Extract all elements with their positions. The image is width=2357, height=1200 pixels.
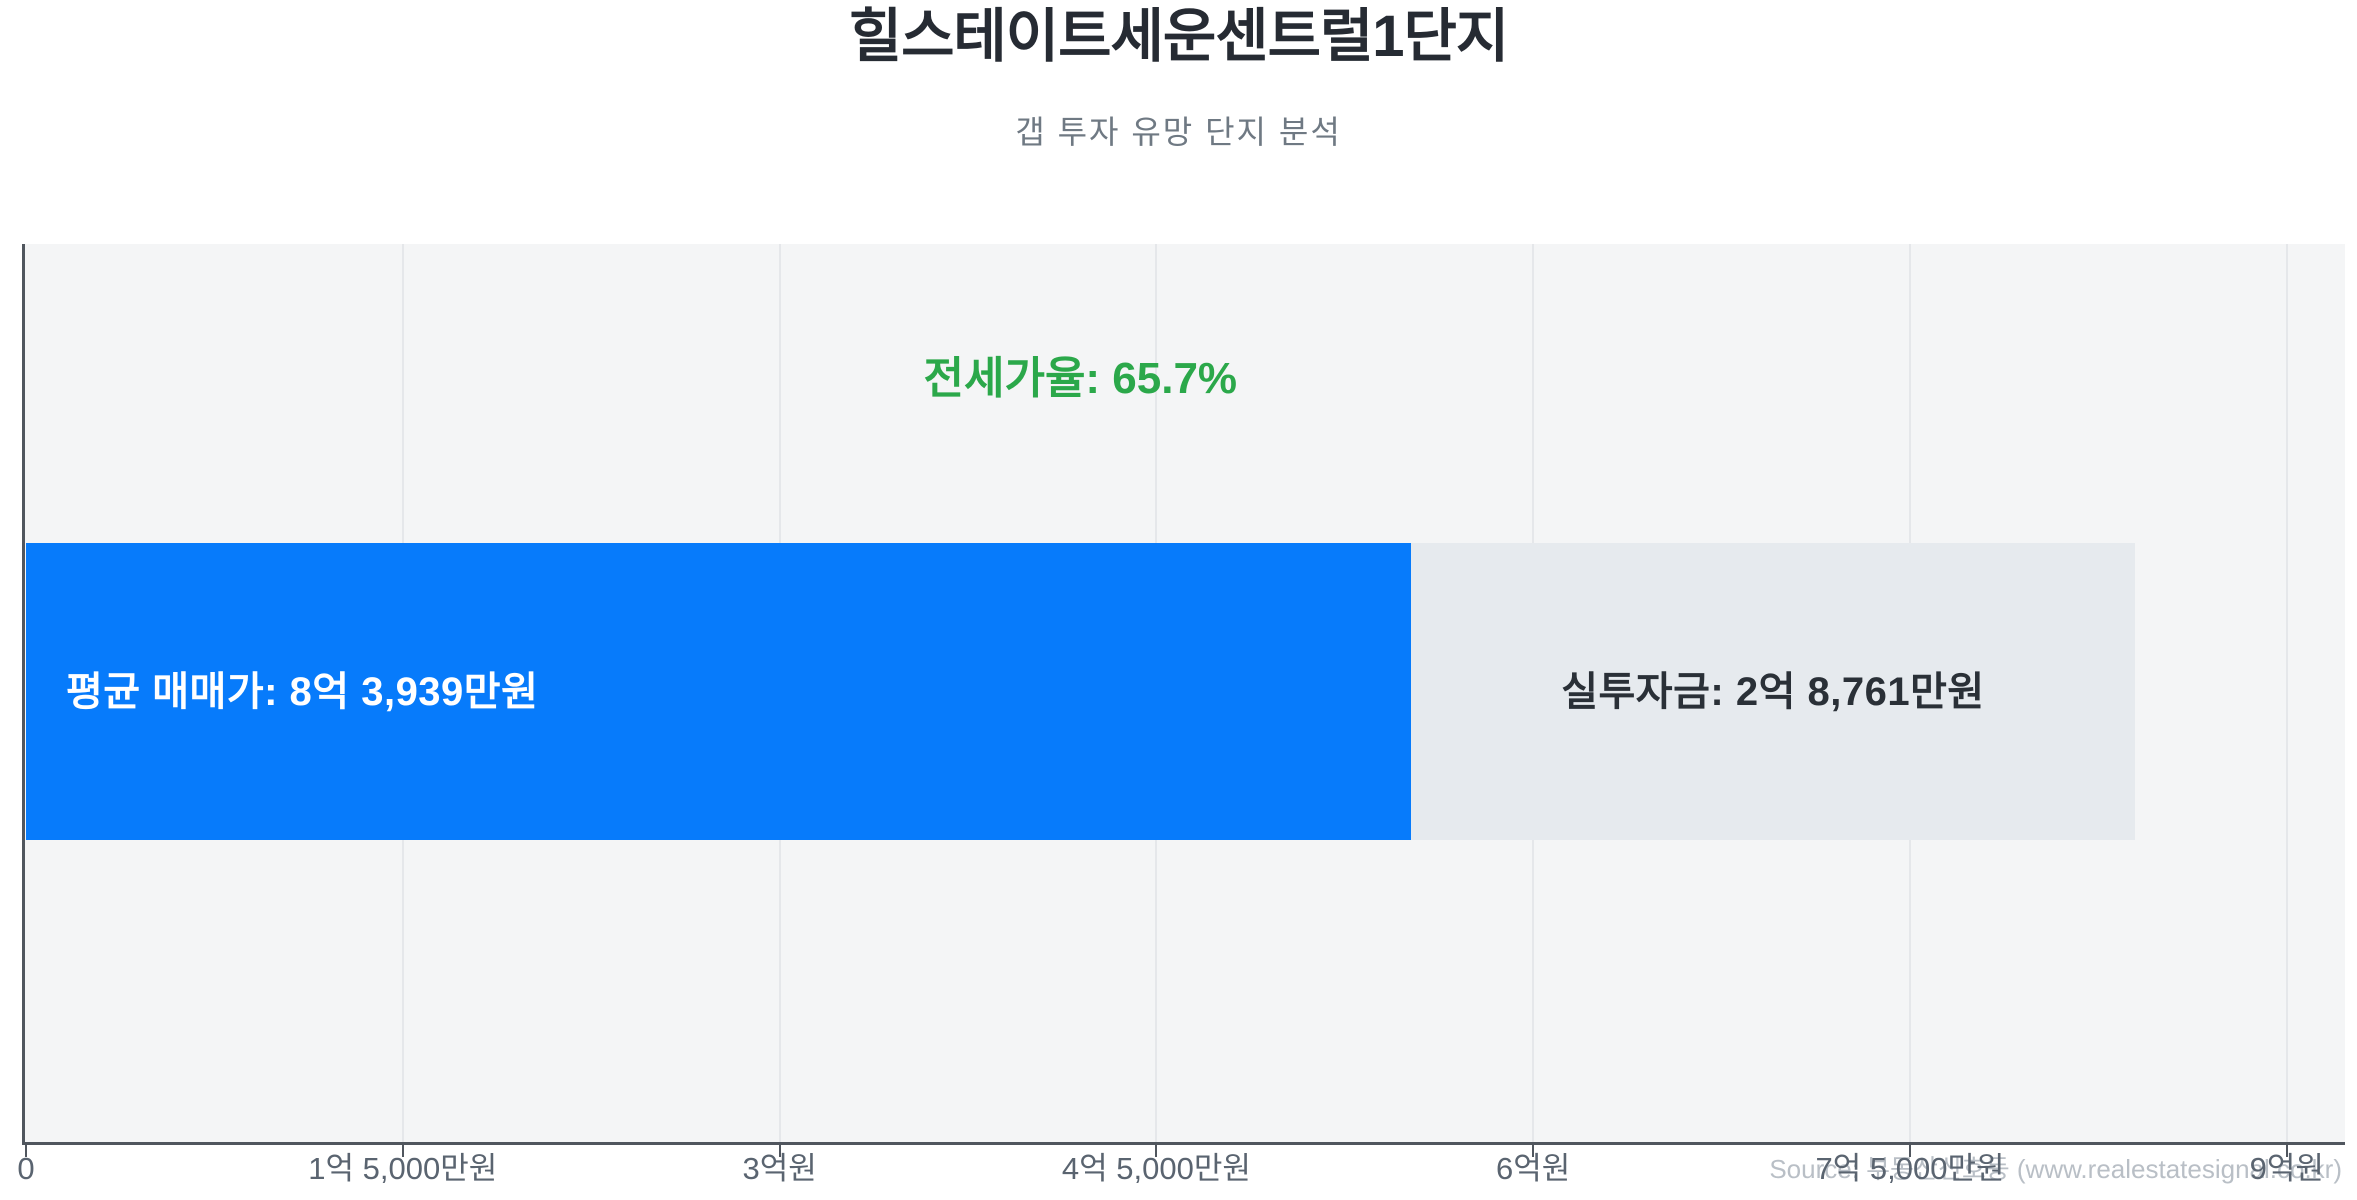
x-axis-tick-label: 4억 5,000만원: [1061, 1151, 1251, 1186]
net-investment-bar-label: 실투자금: 2억 8,761만원: [1561, 669, 1985, 714]
x-axis-tick-label: 6억원: [1496, 1151, 1571, 1186]
avg-sale-price-bar-label: 평균 매매가: 8억 3,939만원: [66, 669, 539, 714]
x-axis-tick-label: 9억원: [2249, 1151, 2324, 1186]
y-axis-line: [22, 244, 25, 1145]
x-axis-tick: [401, 1145, 404, 1157]
x-axis-tick: [25, 1145, 27, 1157]
net-investment-bar: 실투자금: 2억 8,761만원: [1411, 543, 2135, 840]
x-axis-line: [22, 1142, 2345, 1145]
x-axis-tick: [1909, 1145, 1911, 1157]
avg-sale-price-bar: 평균 매매가: 8억 3,939만원: [26, 543, 1412, 840]
x-axis-tick: [778, 1145, 781, 1157]
watermark: Source: 부동산신호등 (www.realestatesignal.co.…: [1769, 1154, 2342, 1184]
x-axis-tick-label: 0: [17, 1151, 35, 1186]
jeonse-ratio-annotation: 전세가율: 65.7%: [923, 354, 1238, 403]
chart-title: 힐스테이트세운센트럴1단지: [848, 4, 1510, 69]
x-axis-tick-label: 7억 5,000만원: [1815, 1151, 2005, 1186]
x-axis-tick: [1155, 1145, 1158, 1157]
chart-subtitle: 갭 투자 유망 단지 분석: [1015, 114, 1342, 150]
x-axis-tick: [2285, 1145, 2288, 1157]
x-axis-tick-label: 1억 5,000만원: [308, 1151, 498, 1186]
x-axis-tick-label: 3억원: [742, 1151, 817, 1186]
x-axis-tick: [1532, 1145, 1535, 1157]
gridline: [2285, 244, 2288, 1142]
